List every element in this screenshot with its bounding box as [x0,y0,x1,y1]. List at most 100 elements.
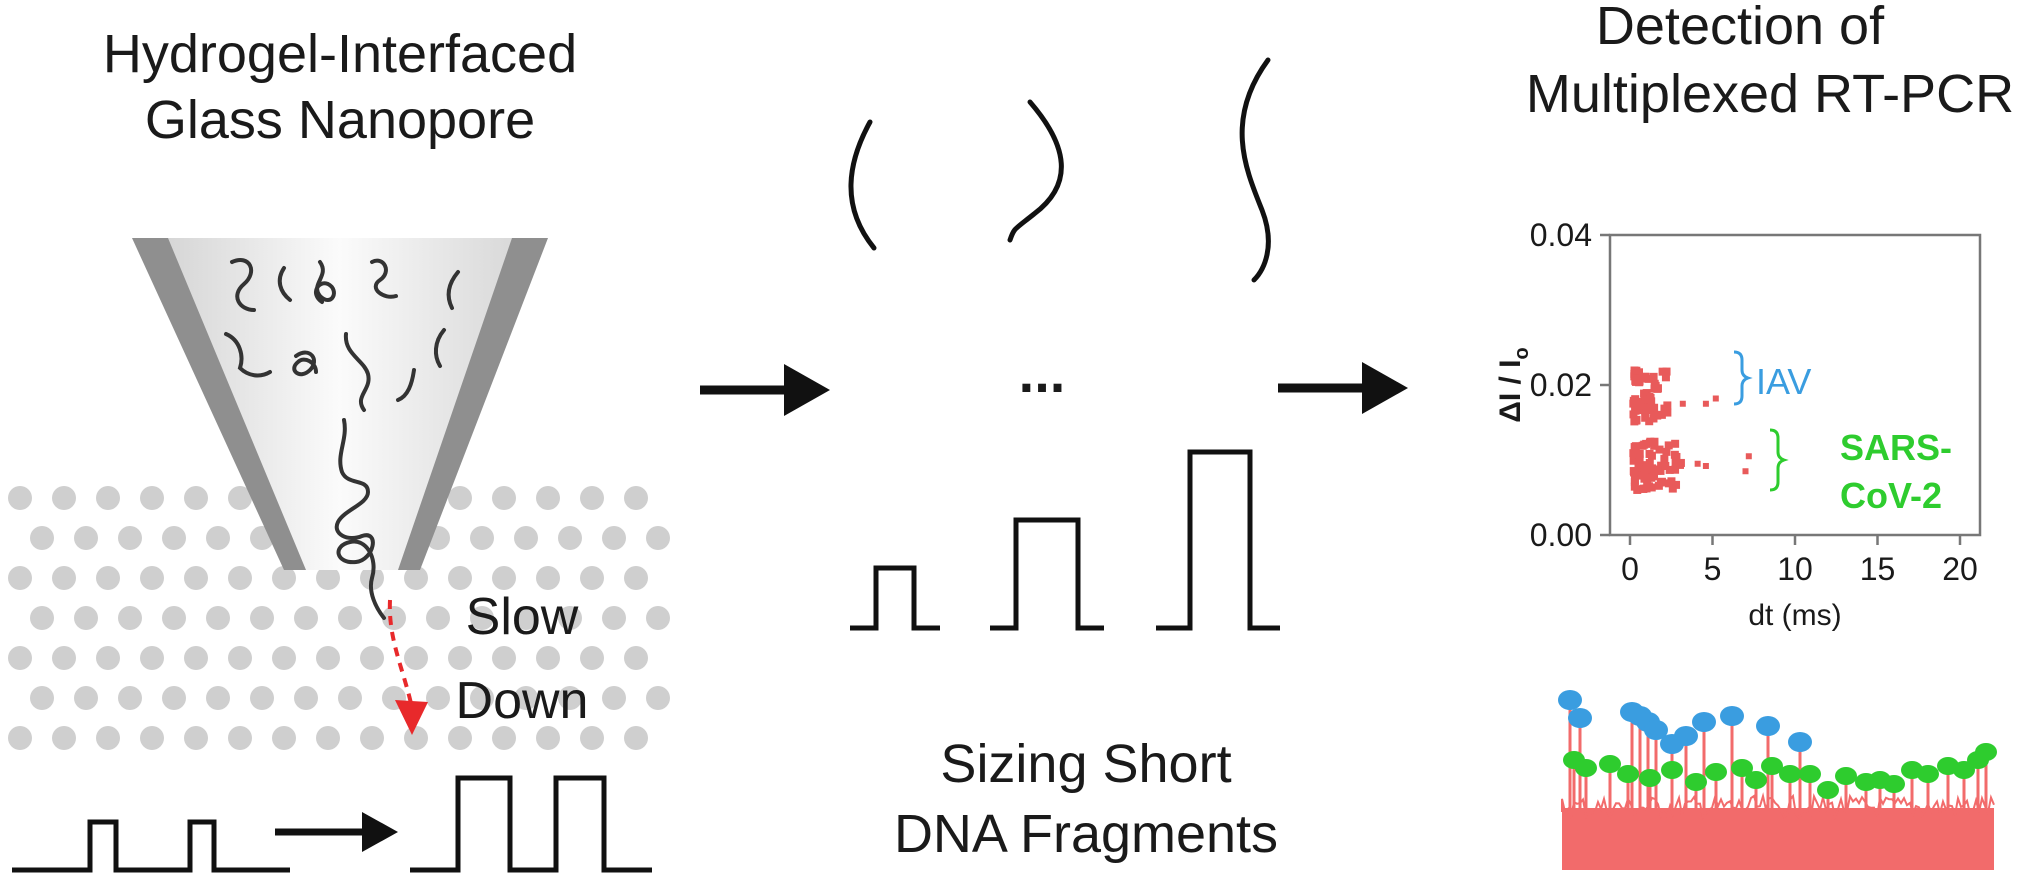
hydrogel-dot [228,646,252,670]
annotation-slow: Slow [466,588,579,646]
hydrogel-dot [30,686,54,710]
scatter-point [1632,450,1641,459]
hydrogel-dot [580,566,604,590]
scatter-point [1631,442,1640,451]
hydrogel-dot [118,526,142,550]
sars-event-marker [1745,771,1767,789]
dna-strands-in-pore [224,258,460,620]
scatter-point [1644,374,1653,383]
sars-brace [1769,428,1789,492]
scatter-point [1671,458,1680,467]
trace-baseline-band [1562,808,1994,870]
hydrogel-dot [338,606,362,630]
hydrogel-dot [206,606,230,630]
hydrogel-dot [184,566,208,590]
scatter-point [1679,400,1686,407]
sars-event-marker [1661,761,1683,779]
sars-event-marker [1817,781,1839,799]
scatter-point [1671,439,1680,448]
hydrogel-dot [448,726,472,750]
dna-fragment-short [848,119,877,251]
hydrogel-dot [294,686,318,710]
x-tick-label: 0 [1621,551,1639,587]
iav-event-marker [1568,708,1592,728]
scatter-point [1640,474,1649,483]
scatter-point [1661,462,1670,471]
slowdown-arrow-head [362,812,398,852]
hydrogel-dot [74,606,98,630]
sars-event-marker [1575,759,1597,777]
dna-strand [224,332,272,378]
hydrogel-dot [184,646,208,670]
hydrogel-dot [624,486,648,510]
iav-brace [1733,350,1753,406]
hydrogel-dot [96,646,120,670]
scatter-point [1676,460,1685,469]
medium-fragment-trace [990,517,1104,631]
iav-event-marker [1644,720,1668,740]
hydrogel-dot [96,486,120,510]
scatter-point [1658,367,1667,376]
dna-fragment-medium [1007,99,1064,243]
sars-event-marker [1761,757,1783,775]
scatter-point [1662,447,1671,456]
x-tick-label: 10 [1777,551,1813,587]
hydrogel-dot [52,726,76,750]
y-tick-label: 0.04 [1530,217,1592,253]
left-title-line2: Glass Nanopore [145,90,535,150]
hydrogel-dot [184,726,208,750]
scatter-point [1665,465,1674,474]
y-tick-label: 0.00 [1530,517,1592,553]
hydrogel-dot [228,566,252,590]
sars-event-marker [1599,755,1621,773]
sars-event-marker [1835,767,1857,785]
hydrogel-dot [558,526,582,550]
hydrogel-dot [250,606,274,630]
hydrogel-dot [316,646,340,670]
scatter-point [1650,437,1659,446]
hydrogel-dot [316,726,340,750]
hydrogel-dot [162,526,186,550]
hydrogel-dot [426,686,450,710]
hydrogel-dot [316,566,340,590]
scatter-point [1670,450,1679,459]
y-axis-ticks: 0.04 0.02 0.00 [1530,217,1610,553]
scatter-point [1650,403,1659,412]
hydrogel-dot [206,526,230,550]
iav-label: IAV [1756,361,1811,402]
left-panel: Hydrogel-Interfaced Glass Nanopore [8,24,670,873]
scatter-point [1712,395,1719,402]
scatter-point [1629,456,1638,465]
scatter-point [1660,454,1669,463]
red-arrowhead [395,700,428,735]
iav-event-marker [1558,690,1582,710]
iav-event-marker [1788,732,1812,752]
hydrogel-dot [448,486,472,510]
sars-event-marker [1883,775,1905,793]
hydrogel-dot [492,566,516,590]
hydrogel-dot [360,726,384,750]
hydrogel-dot [228,486,252,510]
iav-event-marker [1756,716,1780,736]
hydrogel-dot [8,566,32,590]
dna-strand [230,258,256,312]
scatter-point [1648,464,1657,473]
sars-event-marker [1975,743,1997,761]
hydrogel-dot [74,686,98,710]
scatter-point [1630,366,1639,375]
scatter-points [1629,366,1752,494]
hydrogel-dot [360,646,384,670]
scatter-point [1641,395,1650,404]
x-tick-label: 15 [1860,551,1896,587]
scatter-point [1635,368,1644,377]
hydrogel-dot [382,606,406,630]
hydrogel-dot [536,486,560,510]
scatter-point [1650,441,1659,450]
iav-annotation: IAV [1733,350,1811,406]
hydrogel-dot [30,526,54,550]
hydrogel-dot [140,566,164,590]
glass-nanopore [132,238,548,570]
scatter-point [1630,475,1639,484]
